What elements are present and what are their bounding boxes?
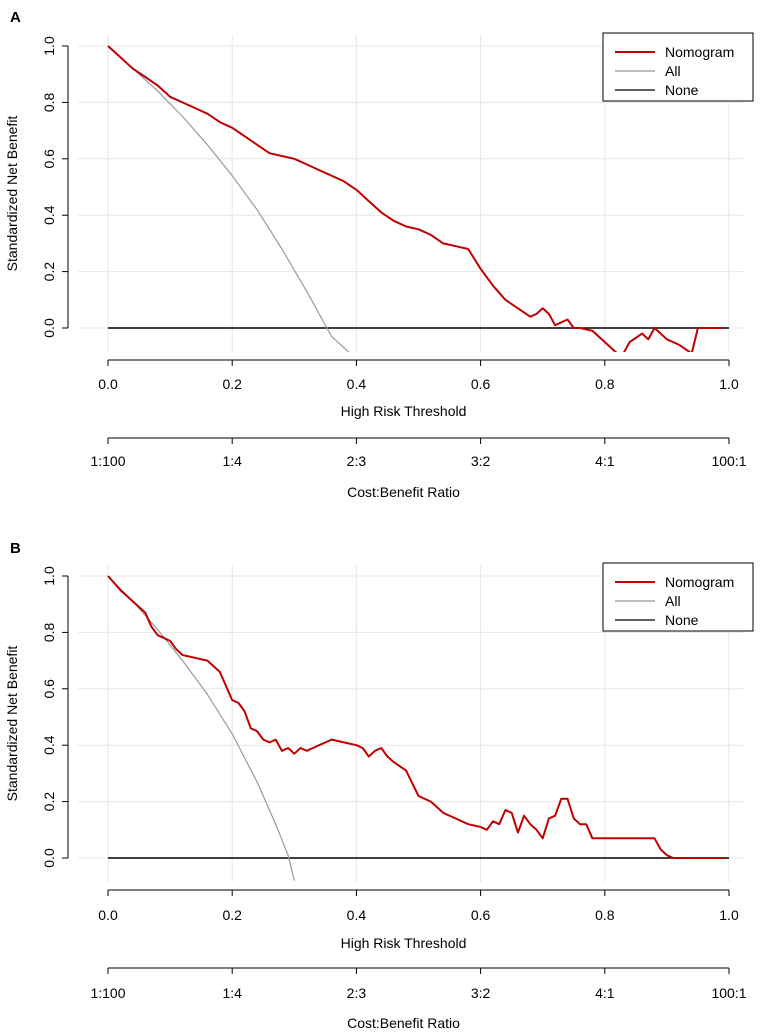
x-tick-label: 1.0: [719, 907, 739, 923]
legend-label: None: [665, 612, 699, 628]
y-tick-label: 0.6: [41, 679, 57, 699]
secondary-tick-label: 3:2: [471, 453, 491, 469]
x-axis-title: High Risk Threshold: [341, 403, 467, 419]
y-tick-label: 1.0: [41, 36, 57, 56]
panel-label: B: [10, 540, 21, 557]
y-tick-label: 0.2: [41, 262, 57, 282]
secondary-tick-label: 2:3: [347, 453, 367, 469]
secondary-tick-label: 1:4: [222, 453, 242, 469]
legend-label: Nomogram: [665, 44, 734, 60]
x-tick-label: 0.6: [471, 376, 491, 392]
secondary-tick-label: 100:1: [711, 453, 746, 469]
panel-label: A: [10, 9, 21, 26]
series-line-all: [107, 575, 295, 881]
x-tick-label: 0.2: [222, 907, 242, 923]
secondary-tick-label: 1:100: [90, 453, 125, 469]
secondary-tick-label: 1:4: [222, 985, 242, 1001]
secondary-axis-title: Cost:Benefit Ratio: [347, 484, 460, 500]
y-tick-label: 0.4: [41, 205, 57, 225]
x-tick-label: 0.6: [471, 907, 491, 923]
y-tick-label: 0.0: [41, 318, 57, 338]
y-tick-label: 0.0: [41, 848, 57, 868]
series-line-nomogram: [107, 45, 723, 352]
plot-area: [107, 575, 729, 881]
y-tick-label: 0.6: [41, 149, 57, 169]
x-tick-label: 0.0: [98, 376, 118, 392]
x-tick-label: 0.2: [222, 376, 242, 392]
x-axis-title: High Risk Threshold: [341, 935, 467, 951]
series-line-all: [107, 45, 350, 352]
legend: Nomogram All None: [602, 32, 754, 102]
secondary-axis-title: Cost:Benefit Ratio: [347, 1015, 460, 1031]
legend-label: Nomogram: [665, 574, 734, 590]
secondary-tick-label: 3:2: [471, 985, 491, 1001]
y-axis-title: Standardized Net Benefit: [4, 646, 20, 802]
y-tick-label: 0.8: [41, 92, 57, 112]
y-tick-label: 0.8: [41, 622, 57, 642]
panel-b: B 0.0 0.2 0.4 0.6 0.8 1.0 Standardized Net Bene…: [4, 540, 754, 1031]
secondary-tick-label: 4:1: [595, 453, 615, 469]
series-line-nomogram: [107, 575, 723, 859]
secondary-tick-label: 1:100: [90, 985, 125, 1001]
x-tick-label: 0.8: [595, 376, 615, 392]
x-tick-label: 0.8: [595, 907, 615, 923]
x-tick-label: 0.0: [98, 907, 118, 923]
secondary-tick-label: 100:1: [711, 985, 746, 1001]
legend: Nomogram All None: [602, 562, 754, 632]
y-tick-label: 0.2: [41, 792, 57, 812]
x-tick-label: 1.0: [719, 376, 739, 392]
y-tick-label: 0.4: [41, 735, 57, 755]
x-tick-label: 0.4: [347, 376, 367, 392]
panel-a: A 0.0 0.2 0.4 0.6 0.8 1.0 Standardized Net Bene…: [4, 9, 754, 500]
x-tick-label: 0.4: [347, 907, 367, 923]
legend-box: [602, 562, 754, 632]
plot-area: [107, 45, 729, 352]
secondary-tick-label: 2:3: [347, 985, 367, 1001]
secondary-tick-label: 4:1: [595, 985, 615, 1001]
legend-label: All: [665, 593, 681, 609]
legend-label: All: [665, 63, 681, 79]
legend-label: None: [665, 82, 699, 98]
y-axis-title: Standardized Net Benefit: [4, 116, 20, 272]
y-tick-label: 1.0: [41, 566, 57, 586]
